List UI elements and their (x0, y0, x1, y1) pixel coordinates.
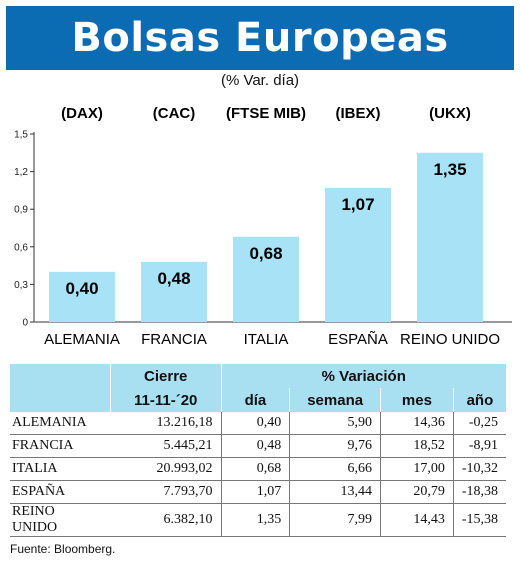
index-code-label: (CAC) (153, 105, 196, 122)
y-tick-label: 0,9 (14, 205, 28, 216)
table-cell-mes: 14,43 (380, 503, 454, 537)
source-note: Fuente: Bloomberg. (10, 542, 116, 556)
table-cell-country: FRANCIA (10, 434, 111, 458)
index-code-label: (UKX) (429, 105, 471, 122)
table-cell-anio: -8,91 (452, 434, 506, 458)
x-category-label: ESPAÑA (328, 331, 388, 348)
bar (141, 261, 207, 322)
y-tick-label: 0,6 (14, 242, 28, 253)
table-row: ALEMANIA 13.216,18 0,40 5,90 14,36 -0,25 (10, 412, 506, 435)
table-cell-cierre: 5.445,21 (110, 434, 222, 458)
bar (325, 187, 391, 322)
table-row: FRANCIA 5.445,21 0,48 9,76 18,52 -8,91 (10, 434, 506, 458)
table-header-date: 11-11-´20 (109, 388, 222, 412)
y-tick-label: 1,5 (14, 130, 28, 141)
table-cell-country: REINO UNIDO (10, 503, 111, 537)
table-cell-dia: 1,07 (220, 480, 290, 504)
table-cell-mes: 17,00 (380, 457, 454, 481)
table-row: REINO UNIDO 6.382,10 1,35 7,99 14,43 -15,38 (10, 503, 506, 537)
table-cell-mes: 18,52 (380, 434, 454, 458)
table-row: ITALIA 20.993,02 0,68 6,66 17,00 -10,32 (10, 457, 506, 481)
index-code-label: (DAX) (61, 105, 103, 122)
table-cell-anio: -0,25 (452, 412, 506, 435)
bar-chart: 0 0,3 0,6 0,9 1,2 1,5 0,40 ALEMANIA (DAX) 0,48 FRA… (14, 105, 512, 348)
x-category-label: ALEMANIA (44, 331, 120, 348)
x-category-label: FRANCIA (141, 331, 207, 348)
data-table: Cierre % Variación 11-11-´20 día semana … (10, 364, 506, 537)
table-header-blank (10, 364, 111, 388)
table-header-mes: mes (380, 388, 454, 412)
bar (233, 236, 299, 322)
table-cell-country: ITALIA (10, 457, 111, 481)
bar-value-label: 1,35 (433, 160, 466, 179)
bar-value-label: 0,40 (65, 279, 98, 298)
y-tick-label: 0 (22, 318, 28, 329)
table-cell-semana: 6,66 (289, 457, 381, 481)
table-cell-cierre: 13.216,18 (110, 412, 222, 435)
table-group-header-row: Cierre % Variación (10, 364, 506, 388)
bar-value-label: 1,07 (341, 195, 374, 214)
table-cell-anio: -18,38 (452, 480, 506, 504)
table-cell-dia: 1,35 (220, 503, 290, 537)
table-cell-dia: 0,68 (220, 457, 290, 481)
chart-subtitle: (% Var. día) (220, 72, 300, 89)
title-banner: Bolsas Europeas (6, 6, 514, 70)
table-cell-cierre: 7.793,70 (110, 480, 222, 504)
table-cell-dia: 0,48 (220, 434, 290, 458)
table-cell-dia: 0,40 (220, 412, 290, 435)
table-cell-semana: 9,76 (289, 434, 381, 458)
table-cell-cierre: 20.993,02 (110, 457, 222, 481)
chart-title: Bolsas Europeas (71, 15, 449, 61)
y-tick-label: 1,2 (14, 167, 28, 178)
x-category-label: REINO UNIDO (400, 331, 500, 348)
bar (417, 152, 483, 322)
table-cell-mes: 20,79 (380, 480, 454, 504)
table-header-semana: semana (289, 388, 381, 412)
bar-value-label: 0,48 (157, 269, 190, 288)
index-code-label: (IBEX) (336, 105, 381, 122)
table-cell-semana: 7,99 (289, 503, 381, 537)
table-cell-cierre: 6.382,10 (110, 503, 222, 537)
bar-value-label: 0,68 (249, 244, 282, 263)
table-header-dia: día (220, 388, 290, 412)
table-sub-header-row: 11-11-´20 día semana mes año (10, 388, 506, 412)
table-header-anio: año (452, 388, 506, 412)
y-tick-label: 0,3 (14, 280, 28, 291)
table-cell-country: ESPAÑA (10, 480, 111, 504)
x-category-label: ITALIA (244, 331, 289, 348)
bar (49, 271, 115, 322)
table-cell-anio: -10,32 (452, 457, 506, 481)
index-code-label: (FTSE MIB) (226, 105, 306, 122)
table-header-blank (10, 388, 111, 412)
table-cell-semana: 13,44 (289, 480, 381, 504)
table-cell-anio: -15,38 (452, 503, 506, 537)
table-cell-mes: 14,36 (380, 412, 454, 435)
table-header-variacion: % Variación (220, 364, 506, 388)
table-header-cierre: Cierre (109, 364, 222, 388)
table-cell-country: ALEMANIA (10, 412, 111, 435)
table-row: ESPAÑA 7.793,70 1,07 13,44 20,79 -18,38 (10, 480, 506, 504)
table-cell-semana: 5,90 (289, 412, 381, 435)
